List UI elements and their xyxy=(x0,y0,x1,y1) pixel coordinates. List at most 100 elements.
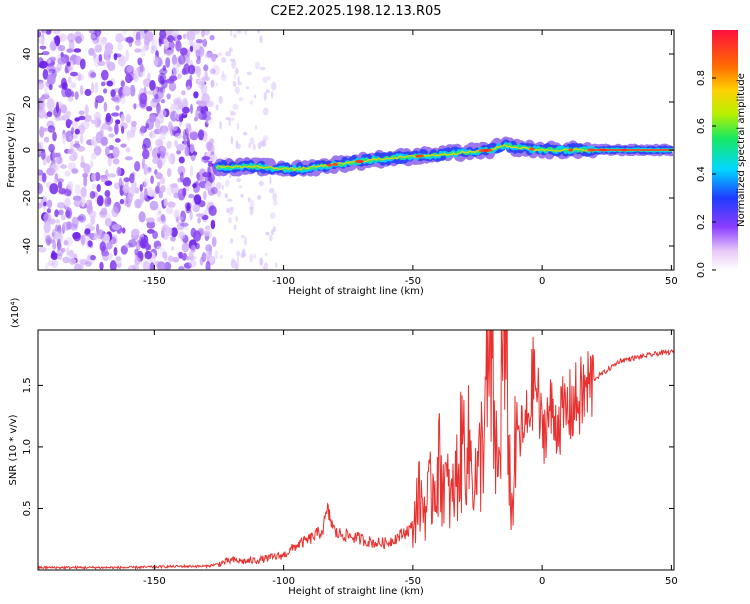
noise-blob xyxy=(98,54,103,63)
noise-blob xyxy=(166,187,173,196)
noise-blob xyxy=(144,31,154,42)
noise-blob xyxy=(230,259,237,269)
noise-blob xyxy=(158,109,167,118)
noise-blob xyxy=(70,82,77,89)
ridge-hotspot xyxy=(483,148,493,152)
noise-blob xyxy=(118,177,123,189)
noise-blob xyxy=(94,111,101,122)
noise-blob xyxy=(67,181,74,192)
noise-blob xyxy=(56,248,64,257)
noise-blob xyxy=(104,115,114,125)
noise-blob xyxy=(210,79,215,88)
noise-blob xyxy=(142,137,151,149)
noise-blob xyxy=(46,97,55,110)
noise-blob xyxy=(227,217,233,224)
noise-blob xyxy=(196,213,204,218)
noise-blob xyxy=(83,163,91,174)
noise-blob xyxy=(79,58,86,70)
noise-blob xyxy=(114,53,122,58)
y-tick-label: 1.5 xyxy=(22,377,33,393)
x-tick-label: -100 xyxy=(272,576,295,587)
noise-blob xyxy=(204,120,209,128)
noise-blob xyxy=(185,124,192,135)
noise-blob xyxy=(163,254,168,262)
noise-blob xyxy=(169,183,178,188)
noise-blob xyxy=(54,209,59,218)
noise-blob xyxy=(80,155,85,164)
noise-blob xyxy=(168,82,177,92)
noise-blob xyxy=(90,160,94,168)
noise-blob xyxy=(183,262,192,269)
noise-blob xyxy=(134,39,142,46)
noise-blob xyxy=(205,260,211,270)
noise-blob xyxy=(38,169,44,176)
noise-blob xyxy=(78,110,85,116)
noise-blob xyxy=(159,75,165,85)
noise-blob xyxy=(48,84,53,91)
snr-y-axis-label: SNR (10 * v/v) xyxy=(8,414,19,485)
noise-blob xyxy=(203,190,207,201)
noise-blob xyxy=(114,182,121,190)
noise-blob xyxy=(80,234,86,245)
noise-blob xyxy=(182,177,191,187)
ridge-hotspot xyxy=(620,148,628,152)
noise-blob xyxy=(45,263,49,270)
noise-blob xyxy=(166,93,171,100)
noise-blob xyxy=(112,146,120,158)
noise-blob xyxy=(50,42,57,51)
noise-blob xyxy=(107,126,113,132)
noise-blob xyxy=(229,174,232,179)
noise-blob xyxy=(192,183,197,189)
noise-blob xyxy=(231,60,237,69)
noise-blob xyxy=(71,148,76,156)
noise-blob xyxy=(51,67,61,73)
noise-blob xyxy=(171,246,175,251)
noise-blob xyxy=(158,124,167,136)
noise-blob xyxy=(53,179,57,184)
noise-blob xyxy=(202,38,208,48)
noise-blob xyxy=(228,118,231,127)
noise-blob xyxy=(134,257,141,266)
noise-blob xyxy=(275,262,278,268)
noise-blob xyxy=(127,193,133,204)
noise-blob xyxy=(156,217,161,222)
noise-blob xyxy=(124,242,133,248)
colorbar-tick-label: 0.4 xyxy=(696,166,707,182)
noise-blob xyxy=(258,180,264,187)
noise-blob xyxy=(56,115,66,121)
noise-blob xyxy=(236,250,241,257)
noise-blob xyxy=(47,260,56,267)
noise-blob xyxy=(259,257,264,267)
noise-blob xyxy=(80,121,90,130)
noise-blob xyxy=(111,224,121,230)
noise-blob xyxy=(38,60,48,69)
spectrogram-x-axis-label: Height of straight line (km) xyxy=(288,286,424,297)
noise-blob xyxy=(125,49,129,62)
noise-blob xyxy=(230,136,234,145)
noise-blob xyxy=(42,30,47,35)
noise-blob xyxy=(190,165,194,178)
snr-series-line xyxy=(38,330,674,570)
ridge-hotspot xyxy=(529,147,535,151)
noise-blob xyxy=(50,252,59,260)
x-tick-label: 50 xyxy=(665,576,678,587)
noise-blob xyxy=(178,54,186,65)
x-tick-label: -100 xyxy=(272,276,295,287)
noise-blob xyxy=(271,91,274,99)
noise-blob xyxy=(178,251,183,259)
snr-multiplier-label: (x10⁴) xyxy=(10,297,21,328)
noise-blob xyxy=(90,216,96,225)
noise-blob xyxy=(57,242,62,251)
noise-blob xyxy=(160,185,166,193)
noise-blob xyxy=(197,217,201,224)
noise-blob xyxy=(226,207,230,213)
noise-blob xyxy=(235,140,239,149)
noise-blob xyxy=(165,49,173,57)
noise-blob xyxy=(259,66,266,71)
noise-blob xyxy=(75,55,82,66)
noise-blob xyxy=(170,103,175,112)
noise-blob xyxy=(41,96,46,103)
noise-blob xyxy=(221,73,227,81)
noise-blob xyxy=(115,105,120,111)
